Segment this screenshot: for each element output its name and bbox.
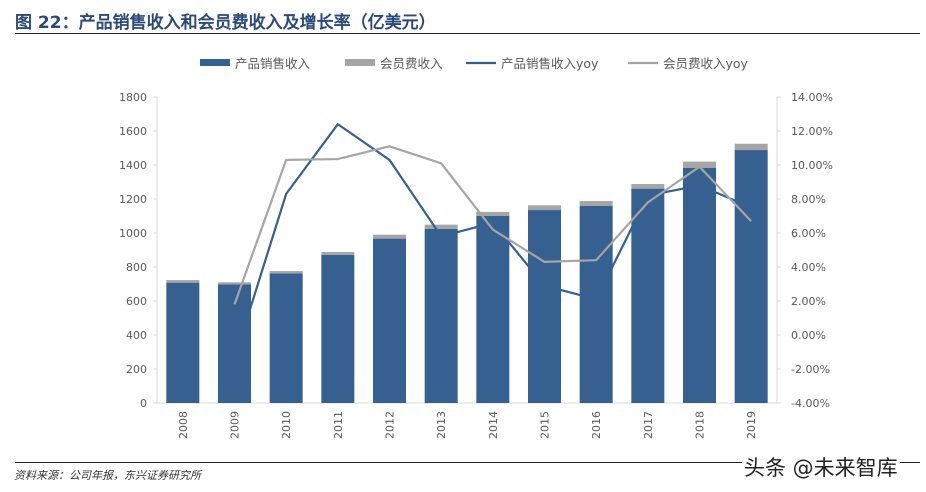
- bar-membership: [683, 161, 716, 168]
- bar-membership: [631, 184, 665, 189]
- bar-product: [683, 167, 716, 403]
- right-tick-label: 12.00%: [791, 125, 833, 138]
- bar-membership: [166, 280, 200, 283]
- title-rule: [15, 33, 920, 34]
- chart-title: 图 22：产品销售收入和会员费收入及增长率（亿美元）: [15, 13, 436, 33]
- x-tick-label: 2015: [539, 411, 552, 439]
- x-tick-label: 2009: [229, 411, 242, 439]
- watermark: 头条 @未来智库: [742, 452, 900, 482]
- bar-product: [373, 238, 406, 403]
- left-tick-label: 1000: [119, 227, 147, 240]
- line-product-yoy: [233, 122, 752, 360]
- legend-swatch: [200, 59, 230, 66]
- x-tick-label: 2017: [642, 411, 655, 439]
- bar-membership: [734, 143, 768, 151]
- bar-product: [424, 228, 458, 403]
- bar-membership: [218, 282, 251, 285]
- right-tick-label: 2.00%: [791, 295, 826, 308]
- x-tick-label: 2012: [384, 411, 397, 439]
- left-tick-label: 1600: [119, 125, 147, 138]
- x-tick-label: 2010: [280, 411, 293, 439]
- right-tick-label: -4.00%: [791, 397, 830, 410]
- x-tick-label: 2019: [745, 411, 758, 439]
- bar-product: [269, 273, 303, 403]
- left-tick-label: 1800: [119, 91, 147, 104]
- left-tick-label: 600: [126, 295, 147, 308]
- left-tick-label: 0: [140, 397, 147, 410]
- x-tick-label: 2016: [590, 411, 603, 439]
- left-tick-label: 1200: [119, 193, 147, 206]
- x-tick-label: 2014: [487, 411, 500, 439]
- x-tick-label: 2011: [332, 411, 345, 439]
- left-tick-label: 400: [126, 329, 147, 342]
- bar-membership: [321, 252, 355, 255]
- bar-membership: [476, 211, 510, 216]
- bar-membership: [528, 205, 561, 211]
- bar-product: [734, 150, 768, 403]
- x-tick-label: 2013: [435, 411, 448, 439]
- source-note: 资料来源：公司年报，东兴证券研究所: [14, 469, 201, 482]
- right-tick-label: 4.00%: [791, 261, 826, 274]
- bar-product: [321, 254, 355, 403]
- left-tick-label: 200: [126, 363, 147, 376]
- bar-membership: [579, 201, 613, 206]
- bar-product: [631, 188, 665, 403]
- bar-membership: [373, 234, 406, 239]
- bar-product: [476, 216, 510, 403]
- x-tick-label: 2008: [177, 411, 190, 439]
- bar-product: [579, 205, 613, 403]
- legend-label: 产品销售收入yoy: [501, 56, 599, 71]
- right-tick-label: 14.00%: [791, 91, 833, 104]
- bar-membership: [269, 271, 303, 274]
- legend-swatch: [345, 59, 375, 66]
- legend-label: 产品销售收入: [235, 56, 311, 71]
- bar-product: [166, 282, 200, 403]
- right-tick-label: 0.00%: [791, 329, 826, 342]
- right-tick-label: 8.00%: [791, 193, 826, 206]
- x-tick-label: 2018: [694, 411, 707, 439]
- legend-label: 会员费收入: [380, 56, 443, 71]
- right-tick-label: 6.00%: [791, 227, 826, 240]
- legend-label: 会员费收入yoy: [663, 56, 749, 71]
- line-membership-yoy: [233, 145, 752, 305]
- right-tick-label: -2.00%: [791, 363, 830, 376]
- right-tick-label: 10.00%: [791, 159, 833, 172]
- bar-membership: [424, 224, 458, 229]
- left-tick-label: 1400: [119, 159, 147, 172]
- footer-rule: [15, 462, 920, 463]
- bar-product: [528, 210, 561, 403]
- left-tick-label: 800: [126, 261, 147, 274]
